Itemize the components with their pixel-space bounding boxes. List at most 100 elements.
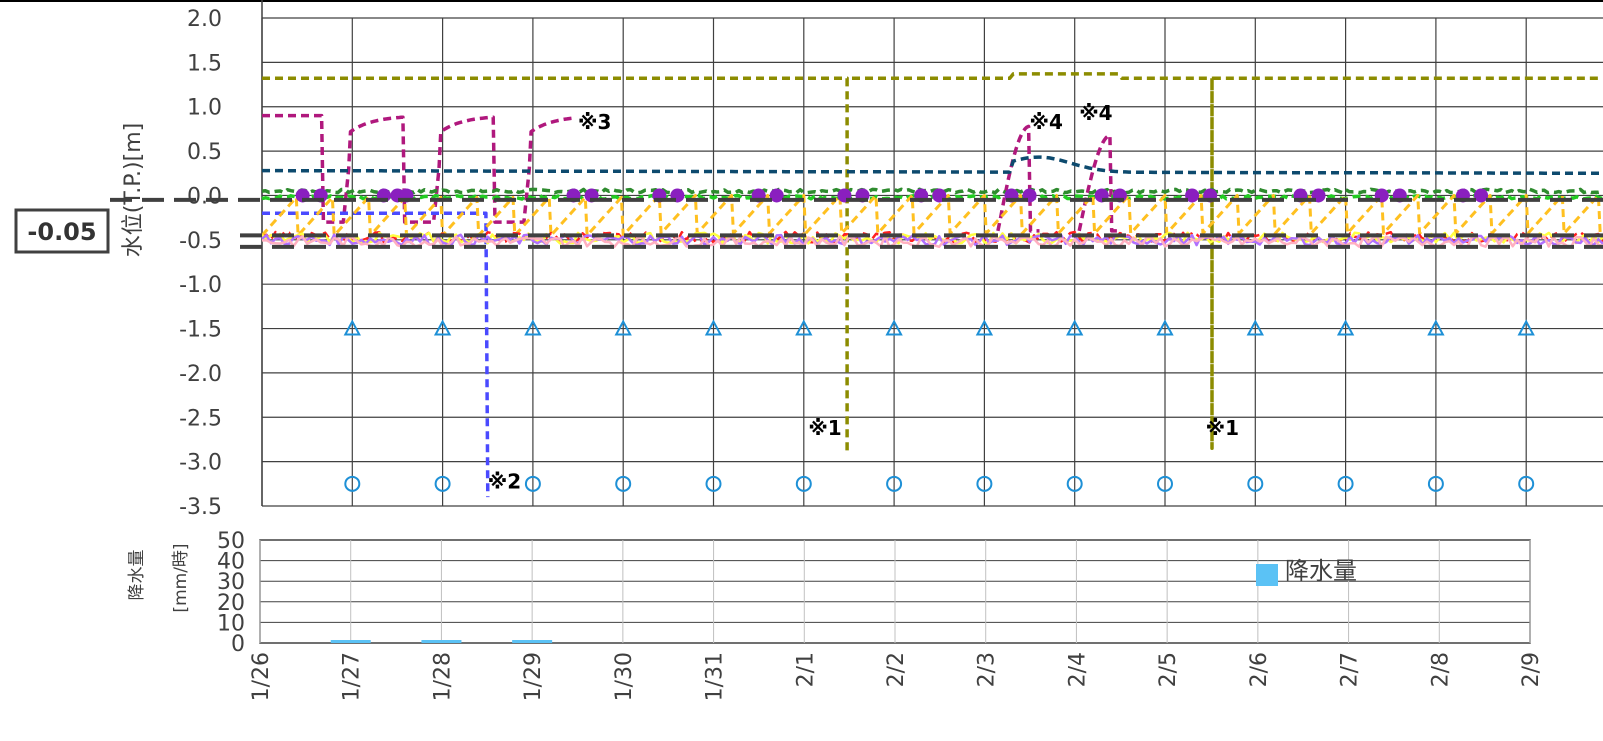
series-line (262, 113, 577, 224)
main-y-tick-label: -3.5 (179, 495, 222, 520)
x-tick-label: 1/27 (340, 652, 365, 701)
rain-y-label-line1: 降水量 (127, 550, 147, 601)
level-marker-open (705, 475, 722, 492)
level-marker-open (615, 475, 632, 492)
x-tick-label: 2/6 (1247, 652, 1272, 687)
main-y-tick-label: 0.5 (187, 140, 222, 165)
annotation-label: ※4 (1079, 101, 1112, 125)
series-line (262, 211, 490, 498)
main-y-tick-label: 2.0 (187, 7, 222, 32)
rain-bar (330, 640, 371, 643)
level-marker-triangle (1246, 319, 1264, 336)
rain-grid (259, 539, 1531, 644)
level-marker-filled (1185, 188, 1200, 203)
x-tick-label: 1/31 (703, 652, 728, 701)
level-marker-open (1157, 475, 1173, 492)
threshold-label: -0.05 (27, 218, 96, 246)
main-y-tick-label: -0.5 (179, 229, 222, 254)
x-tick-label: 2/1 (793, 652, 818, 687)
annotation-label: ※3 (578, 110, 611, 134)
main-y-label: 水位(T.P.)[m] (121, 123, 146, 257)
level-marker-open (344, 475, 361, 492)
level-marker-triangle (1336, 319, 1355, 336)
level-marker-open (1337, 475, 1354, 492)
main-y-tick-label: 0.0 (187, 184, 222, 209)
level-marker-open (1518, 475, 1535, 492)
legend-swatch (1256, 564, 1278, 586)
x-tick-label: 2/5 (1156, 652, 1181, 687)
main-y-tick-label: -3.0 (179, 451, 222, 476)
level-marker-triangle (795, 319, 813, 336)
main-markers (295, 188, 1535, 492)
rain-y-tick-label: 40 (217, 550, 245, 575)
annotation-label: ※1 (1206, 416, 1239, 440)
level-marker-triangle (524, 319, 542, 336)
main-grid (261, 0, 1603, 507)
threshold-box (14, 208, 110, 254)
main-y-tick-label: -1.5 (179, 318, 222, 343)
x-tick-label: 1/29 (521, 652, 546, 701)
rain-y-tick-label: 30 (217, 570, 245, 595)
level-marker-open (976, 475, 993, 492)
x-tick-label: 1/28 (430, 652, 455, 701)
main-y-tick-label: -2.5 (179, 406, 222, 431)
x-tick-label: 2/3 (975, 652, 1000, 687)
rain-y-tick-label: 10 (217, 611, 245, 636)
series-line (261, 187, 1603, 195)
series-line (261, 235, 1603, 249)
x-tick-label: 2/8 (1428, 652, 1453, 687)
level-marker-filled (769, 188, 784, 203)
level-marker-triangle (433, 319, 452, 336)
level-marker-triangle (1427, 319, 1445, 336)
main-y-ticks: 2.0 1.5 1.0 0.5 0.0 -0.5 -1.0 -1.5 -2.0 -2.5 -3.0 -… (179, 7, 222, 520)
main-y-tick-label: 1.5 (187, 51, 222, 76)
rain-y-label-line2: [mm/時] (171, 543, 191, 612)
series-line (262, 155, 1603, 176)
annotations: ※1 ※1 ※2 ※3 ※4 ※4 (488, 101, 1239, 493)
level-marker-filled (1474, 188, 1489, 203)
threshold-lines (110, 197, 1603, 249)
annotation-label: ※2 (488, 469, 521, 493)
level-marker-open (1066, 475, 1083, 492)
x-tick-label: 1/30 (612, 652, 637, 701)
rain-y-tick-label: 20 (217, 591, 245, 616)
level-marker-triangle (975, 319, 994, 336)
x-tick-label: 2/9 (1519, 652, 1544, 687)
level-marker-open (1247, 475, 1264, 492)
series-line (996, 124, 1040, 233)
rain-y-tick-label: 0 (231, 632, 245, 657)
main-series (260, 72, 1603, 498)
level-marker-open (434, 475, 451, 492)
rain-bars (330, 640, 553, 643)
level-marker-open (886, 475, 903, 492)
level-marker-triangle (704, 319, 723, 336)
main-y-tick-label: -2.0 (179, 362, 222, 387)
level-marker-triangle (1517, 319, 1535, 336)
x-tick-label: 1/26 (249, 652, 274, 701)
x-axis-ticks: 1/26 1/27 1/28 1/29 1/30 1/31 2/1 2/2 2/3 2/4 2/5 2… (249, 652, 1544, 701)
legend-label: 降水量 (1285, 557, 1357, 585)
main-y-tick-label: 1.0 (187, 96, 222, 121)
annotation-label: ※4 (1030, 110, 1063, 134)
level-marker-open (524, 475, 541, 492)
rain-bar (421, 640, 462, 643)
level-marker-triangle (1066, 319, 1084, 336)
series-line (1077, 133, 1121, 233)
x-tick-label: 2/4 (1065, 652, 1090, 687)
level-marker-triangle (885, 319, 903, 336)
x-tick-label: 2/7 (1338, 652, 1363, 687)
rain-y-tick-label: 50 (217, 529, 245, 554)
level-marker-triangle (614, 319, 632, 336)
level-marker-open (795, 475, 812, 492)
x-tick-label: 2/2 (884, 652, 909, 687)
annotation-label: ※1 (808, 416, 841, 440)
main-y-tick-label: -1.0 (179, 273, 222, 298)
level-marker-triangle (343, 319, 361, 336)
series-line (262, 72, 1603, 455)
rain-bar (512, 640, 553, 643)
level-marker-open (1427, 475, 1444, 492)
level-marker-triangle (1156, 319, 1174, 336)
